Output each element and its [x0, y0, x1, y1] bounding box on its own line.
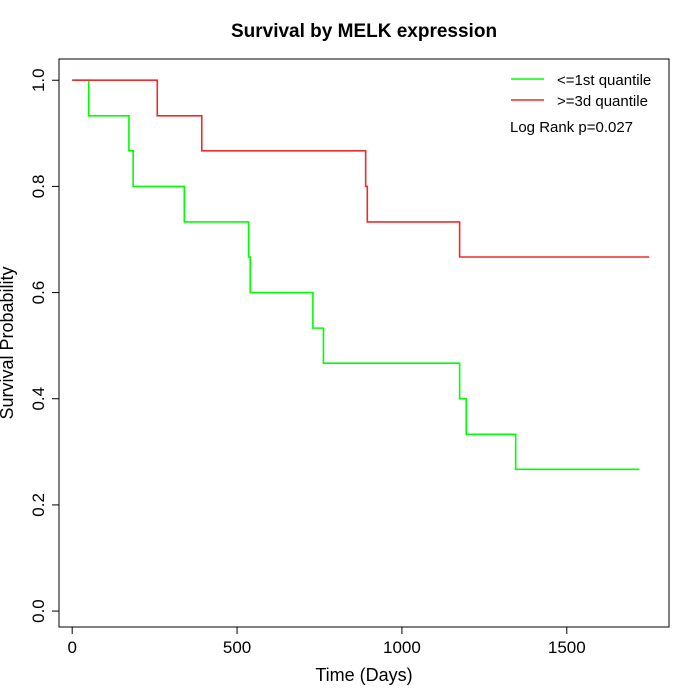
y-tick-label: 0.2 — [29, 493, 48, 517]
y-tick-label: 0.0 — [29, 599, 48, 623]
y-axis: 0.0 0.2 0.4 0.6 0.8 1.0 — [29, 68, 60, 623]
x-tick-label: 0 — [67, 638, 76, 657]
x-axis: 0 500 1000 1500 — [67, 626, 586, 657]
survival-curve-high — [72, 79, 650, 258]
survival-curve-low — [72, 79, 640, 471]
y-tick-label: 1.0 — [29, 68, 48, 92]
series-group — [72, 79, 650, 471]
legend-label-high: >=3d quantile — [557, 93, 648, 110]
y-tick-label: 0.8 — [29, 175, 48, 199]
plot-area-frame — [58, 58, 670, 628]
chart-title: Survival by MELK expression — [231, 21, 497, 42]
legend: <=1st quantile >=3d quantile Log Rank p=… — [510, 72, 651, 136]
x-tick-label: 1000 — [383, 638, 421, 657]
log-rank-annotation: Log Rank p=0.027 — [510, 119, 633, 136]
x-tick-label: 500 — [223, 638, 251, 657]
y-axis-label: Survival Probability — [0, 266, 17, 419]
y-tick-label: 0.4 — [29, 387, 48, 411]
x-tick-label: 1500 — [548, 638, 586, 657]
y-tick-label: 0.6 — [29, 281, 48, 305]
x-axis-label: Time (Days) — [315, 665, 412, 685]
legend-label-low: <=1st quantile — [557, 72, 651, 89]
